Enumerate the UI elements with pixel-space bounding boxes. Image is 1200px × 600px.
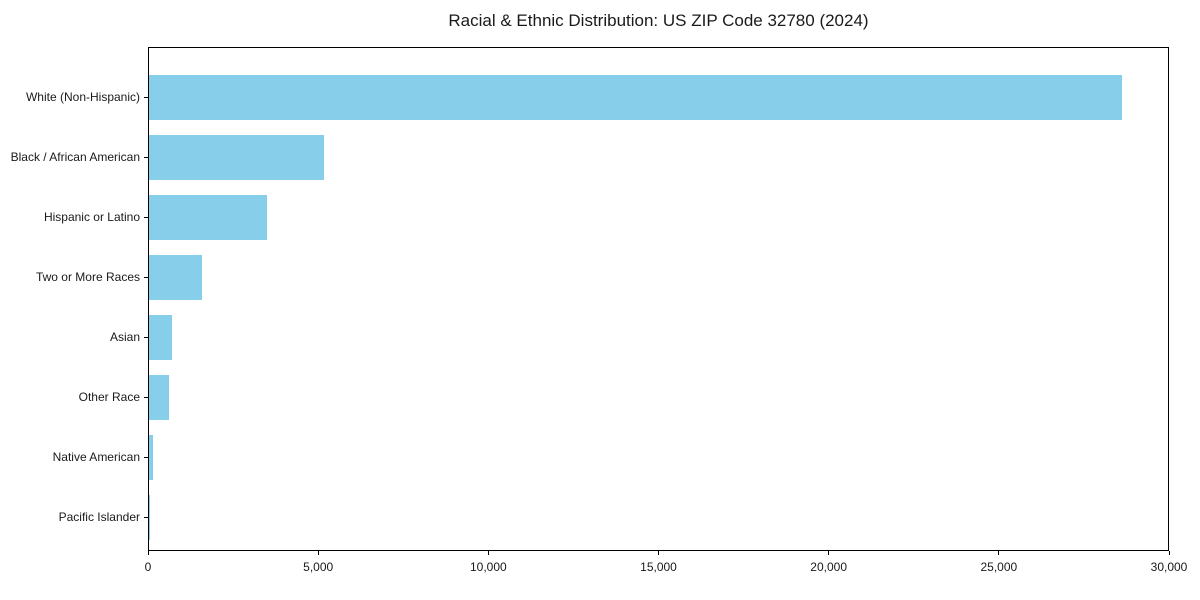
x-axis-tick-label: 30,000 (1150, 560, 1188, 574)
x-tick-mark (658, 551, 659, 555)
y-axis-label: Black / African American (10, 149, 140, 164)
y-axis-label: Pacific Islander (58, 509, 140, 524)
x-axis-tick-label: 0 (144, 560, 152, 574)
x-axis-tick-label: 25,000 (980, 560, 1018, 574)
chart-title: Racial & Ethnic Distribution: US ZIP Cod… (448, 11, 869, 30)
y-tick-mark (144, 216, 148, 218)
x-axis-tick-label: 5,000 (303, 560, 334, 574)
x-tick-mark (487, 551, 489, 555)
y-axis-label: Native American (52, 449, 140, 464)
bar (149, 315, 172, 360)
y-tick-mark (144, 276, 148, 278)
y-tick-mark (144, 396, 148, 398)
y-axis-label: Hispanic or Latino (43, 209, 140, 224)
y-tick-mark (144, 336, 148, 338)
bar (149, 375, 169, 420)
bar (149, 195, 268, 240)
x-axis-tick-label: 15,000 (640, 560, 677, 574)
y-tick-mark (144, 156, 148, 158)
y-axis-label: White (Non-Hispanic) (25, 89, 140, 104)
x-tick-mark (998, 551, 1000, 555)
x-tick-mark (828, 551, 830, 555)
bar (149, 435, 154, 480)
bar (149, 255, 203, 300)
y-axis-label: Other Race (78, 389, 140, 404)
bar (149, 75, 1122, 120)
y-axis-label: Two or More Races (35, 269, 140, 284)
bar (149, 495, 150, 540)
y-axis-label: Asian (109, 329, 140, 344)
x-tick-mark (1168, 551, 1170, 555)
plot-area (148, 47, 1169, 551)
x-tick-mark (317, 551, 319, 555)
y-tick-mark (144, 456, 148, 458)
x-tick-mark (147, 551, 149, 555)
x-axis-tick-label: 10,000 (469, 560, 507, 574)
y-tick-mark (144, 516, 148, 518)
bar (149, 135, 325, 180)
y-tick-mark (144, 96, 148, 98)
x-axis-tick-label: 20,000 (810, 560, 847, 574)
